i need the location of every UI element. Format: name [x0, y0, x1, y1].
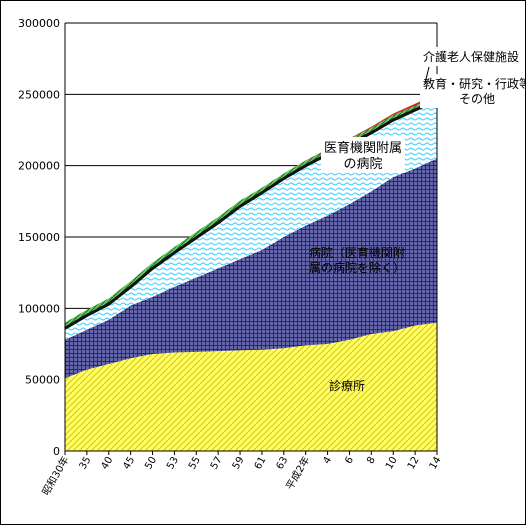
x-tick-label-3: 45 — [121, 455, 137, 472]
boundary-line-3 — [64, 98, 438, 330]
y-tick-label-5: 250000 — [18, 88, 60, 101]
x-tick-label-15: 10 — [384, 455, 400, 472]
series-label-3-line-1: その他 — [459, 92, 495, 106]
y-tick-label-1: 50000 — [25, 374, 60, 387]
series-label-1-line-0: 病院（医育機関附 — [309, 245, 405, 260]
x-tick-label-14: 8 — [365, 455, 378, 466]
series-label-bg-2 — [321, 137, 405, 173]
series-label-2-line-1: の病院 — [343, 157, 382, 172]
x-tick-label-17: 14 — [428, 455, 444, 472]
y-tick-label-0: 0 — [53, 445, 60, 458]
series-label-3-line-0: 教育・研究・行政等 — [423, 76, 525, 91]
series-label-0-line-0: 診療所 — [329, 378, 365, 393]
series-boundaries — [64, 98, 438, 330]
x-tick-label-16: 12 — [406, 455, 422, 472]
x-tick-label-9: 61 — [253, 455, 269, 472]
x-tick-label-12: 4 — [321, 455, 334, 466]
y-axis-ticks: 0 50000 100000 150000 200000 250000 300000 — [18, 17, 60, 458]
area-series-1 — [65, 158, 437, 379]
x-tick-label-10: 63 — [275, 455, 291, 472]
x-tick-label-5: 53 — [165, 455, 181, 472]
x-tick-label-7: 57 — [209, 455, 225, 472]
x-tick-label-0: 昭和30年 — [39, 454, 72, 498]
y-tick-label-3: 150000 — [18, 231, 60, 244]
x-tick-label-4: 50 — [143, 455, 159, 472]
y-tick-label-4: 200000 — [18, 160, 60, 173]
area-series-0 — [65, 322, 437, 451]
area-series-3 — [65, 95, 437, 329]
y-tick-label-2: 100000 — [18, 302, 60, 315]
x-tick-label-2: 40 — [99, 455, 115, 472]
series-label-2-line-0: 医育機関附属 — [324, 140, 402, 156]
series-label-bg-4 — [420, 47, 522, 66]
y-tick-label-6: 300000 — [18, 17, 60, 30]
x-tick-label-1: 35 — [78, 455, 94, 472]
x-tick-label-8: 59 — [231, 455, 247, 472]
x-tick-label-13: 6 — [343, 455, 356, 466]
series-label-4-line-0: 介護老人保健施設 — [423, 49, 519, 64]
label-leader-line — [424, 66, 430, 84]
x-tick-label-6: 55 — [187, 455, 203, 472]
series-label-bg-3 — [420, 74, 526, 108]
series-label-1-line-1: 属の病院を除く） — [309, 260, 405, 275]
